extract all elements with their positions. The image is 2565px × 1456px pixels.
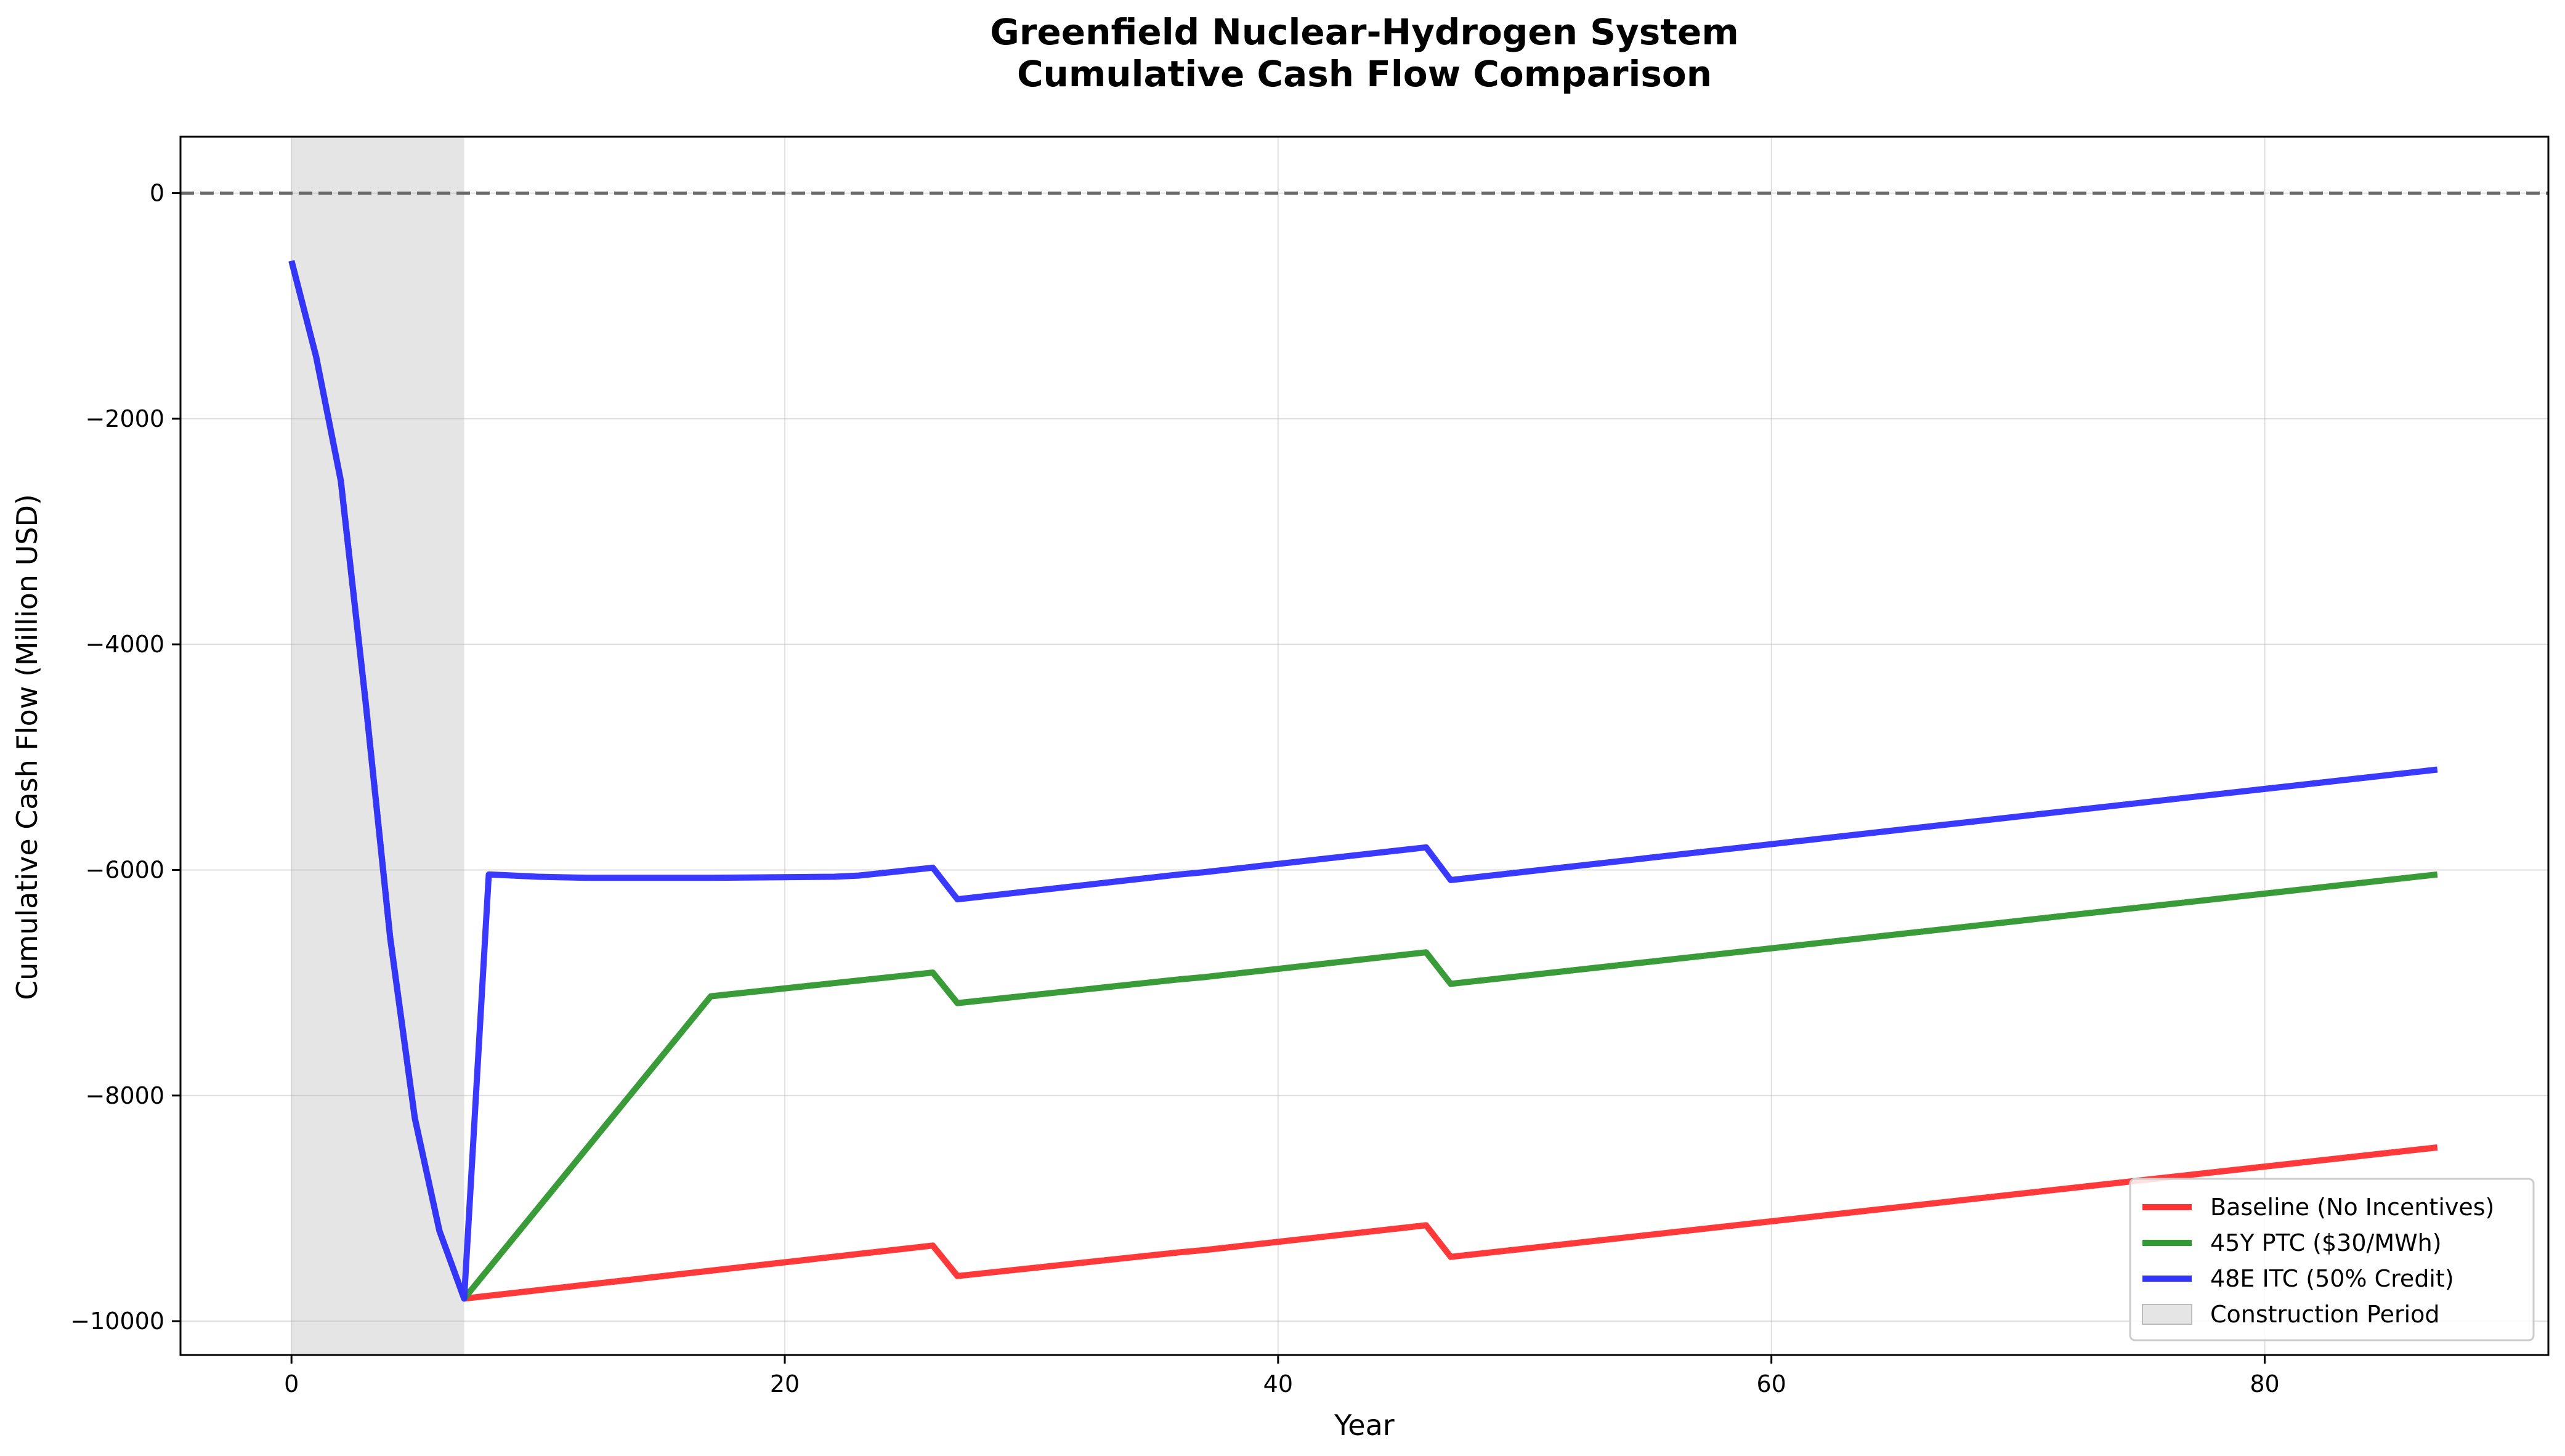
construction-period-region (291, 137, 464, 1355)
legend-label-0: Baseline (No Incentives) (2210, 1194, 2494, 1221)
x-tick-label: 80 (2250, 1370, 2279, 1397)
legend-swatch-3 (2142, 1304, 2192, 1325)
chart-title-line-2: Cumulative Cash Flow Comparison (1017, 53, 1712, 95)
plot-area (179, 135, 2550, 1356)
x-tick-label: 40 (1263, 1370, 1293, 1397)
y-axis-label: Cumulative Cash Flow (Million USD) (10, 494, 44, 1000)
y-axis-ticks: 0 −2000 −4000 −6000 −8000 −10000 (70, 180, 180, 1335)
y-tick-label: 0 (150, 180, 164, 207)
x-tick-label: 60 (1757, 1370, 1786, 1397)
y-tick-label: −10000 (70, 1308, 164, 1335)
y-tick-label: −4000 (85, 631, 164, 658)
x-tick-label: 0 (284, 1370, 299, 1397)
plot-frame (179, 135, 2550, 1356)
legend-box (2129, 1178, 2535, 1341)
y-tick-label: −6000 (85, 856, 164, 883)
legend-label-1: 45Y PTC ($30/MWh) (2210, 1229, 2442, 1256)
series-line-2 (288, 260, 2438, 1302)
x-tick-label: 20 (770, 1370, 800, 1397)
y-tick-label: −2000 (85, 405, 164, 432)
legend: Baseline (No Incentives) 45Y PTC ($30/MWh… (2129, 1178, 2535, 1341)
chart-title-line-1: Greenfield Nuclear-Hydrogen System (990, 11, 1739, 53)
y-tick-label: −8000 (85, 1082, 164, 1109)
legend-label-2: 48E ITC (50% Credit) (2210, 1265, 2454, 1292)
x-axis-ticks: 0 20 40 60 80 (284, 1355, 2280, 1397)
x-axis-label: Year (1334, 1409, 1394, 1442)
legend-label-3: Construction Period (2210, 1301, 2440, 1328)
